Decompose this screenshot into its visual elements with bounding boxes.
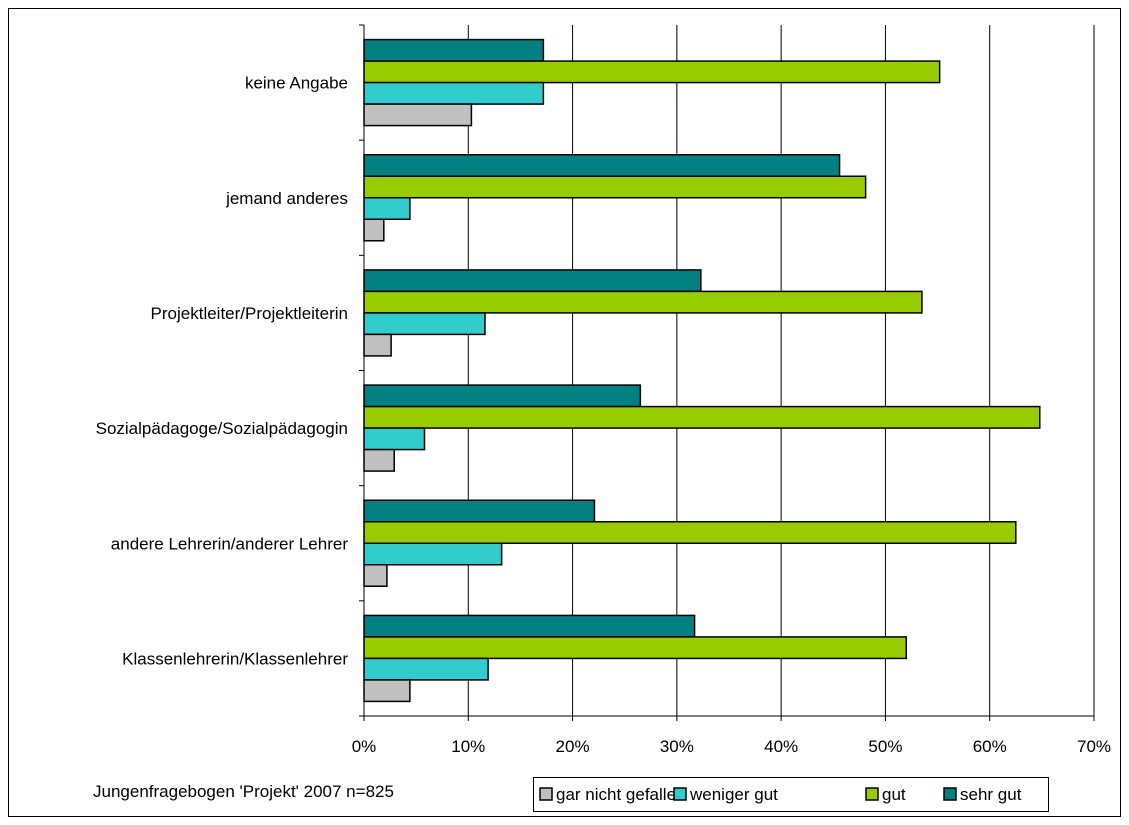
legend-label: sehr gut xyxy=(960,785,1022,804)
legend-swatch xyxy=(539,787,553,801)
bar xyxy=(363,154,841,177)
x-tick-label: 30% xyxy=(660,737,694,756)
bar xyxy=(363,197,411,220)
legend-box xyxy=(533,777,1049,812)
bar xyxy=(363,679,411,703)
gridlines xyxy=(467,25,1095,716)
bar xyxy=(363,521,1017,544)
legend-label: gut xyxy=(882,785,906,804)
legend-swatch xyxy=(865,787,879,801)
x-tick-label: 50% xyxy=(868,737,902,756)
bar xyxy=(363,38,545,62)
bar xyxy=(363,333,392,357)
category-label: andere Lehrerin/anderer Lehrer xyxy=(111,534,349,553)
bar xyxy=(363,564,388,587)
bar xyxy=(363,218,385,242)
bar xyxy=(363,448,395,472)
legend: gar nicht gefallen weniger gut gut sehr gut xyxy=(533,777,1049,812)
x-ticks xyxy=(363,716,1095,721)
x-tick-label: 60% xyxy=(973,737,1007,756)
bar xyxy=(363,103,473,127)
bar xyxy=(363,542,503,566)
category-label: keine Angabe xyxy=(245,74,348,93)
bar xyxy=(363,175,867,199)
category-labels: keine Angabe jemand anderes Projektleiter/… xyxy=(96,74,349,669)
x-tick-label: 40% xyxy=(764,737,798,756)
footnote: Jungenfragebogen 'Projekt' 2007 n=825 xyxy=(93,782,394,801)
x-tick-label: 20% xyxy=(556,737,590,756)
y-ticks xyxy=(359,24,364,717)
legend-label: weniger gut xyxy=(689,785,778,804)
bar xyxy=(363,657,489,681)
bar xyxy=(363,269,702,293)
plot-area: keine Angabe jemand anderes Projektleiter/… xyxy=(96,24,1111,756)
category-label: Projektleiter/Projektleiterin xyxy=(151,304,348,323)
category-label: Sozialpädagoge/Sozialpädagogin xyxy=(96,419,348,438)
x-tick-label: 0% xyxy=(352,737,377,756)
x-tick-label: 10% xyxy=(451,737,485,756)
legend-swatch xyxy=(943,787,957,801)
x-tick-label: 70% xyxy=(1077,737,1111,756)
bar xyxy=(363,636,908,660)
bars xyxy=(363,38,1041,703)
bar xyxy=(363,290,923,314)
bar xyxy=(363,312,486,336)
legend-label: gar nicht gefallen xyxy=(556,785,685,804)
bar xyxy=(363,499,596,523)
legend-swatch xyxy=(673,787,687,801)
bar xyxy=(363,384,642,408)
bar xyxy=(363,60,941,84)
bar xyxy=(363,81,545,105)
bar xyxy=(363,405,1041,429)
category-label: jemand anderes xyxy=(225,189,348,208)
bar xyxy=(363,427,426,451)
bar xyxy=(363,614,696,638)
x-tick-labels: 0% 10% 20% 30% 40% 50% 60% 70% xyxy=(352,737,1111,756)
category-label: Klassenlehrerin/Klassenlehrer xyxy=(122,649,348,668)
